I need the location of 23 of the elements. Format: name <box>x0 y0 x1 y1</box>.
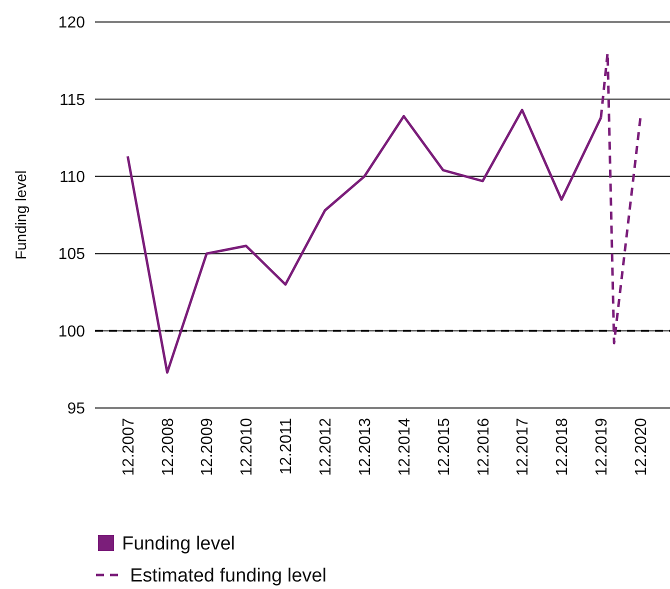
y-tick-label: 110 <box>59 169 86 186</box>
x-tick-label: 12.2017 <box>514 418 532 476</box>
x-tick-label: 12.2008 <box>160 418 177 476</box>
x-tick-label: 12.2019 <box>594 418 611 476</box>
x-tick-label: 12.2014 <box>396 418 414 476</box>
legend-label: Estimated funding level <box>130 566 326 587</box>
y-tick-label: 120 <box>58 14 86 32</box>
x-tick-label: 12.2020 <box>633 418 650 476</box>
y-tick-label: 115 <box>59 92 86 109</box>
y-tick-label: 95 <box>67 400 86 418</box>
y-axis-title: Funding level <box>13 170 30 260</box>
y-tick-label: 100 <box>58 323 86 340</box>
x-tick-label: 12.2012 <box>318 418 335 476</box>
x-tick-label: 12.2013 <box>356 418 374 476</box>
x-tick-label: 12.2016 <box>475 418 492 476</box>
x-tick-label: 12.2011 <box>278 418 296 475</box>
x-tick-label: 12.2018 <box>554 418 572 476</box>
legend-label: Funding level <box>122 534 236 555</box>
x-tick-label: 12.2009 <box>199 418 216 476</box>
y-tick-label: 105 <box>58 246 86 264</box>
x-tick-label: 12.2010 <box>238 418 256 476</box>
x-tick-label: 12.2015 <box>436 418 453 476</box>
x-tick-label: 12.2007 <box>120 418 138 476</box>
